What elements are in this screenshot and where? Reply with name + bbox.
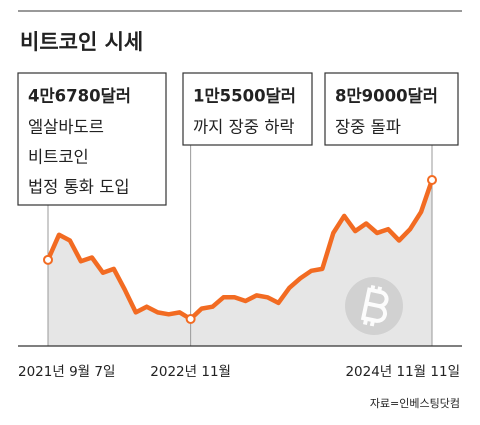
point-marker — [427, 175, 437, 185]
point-marker — [43, 254, 53, 265]
area — [48, 180, 432, 346]
annotation-box — [324, 72, 459, 146]
line — [45, 179, 435, 322]
annotation-text: 비트코인 — [28, 148, 89, 167]
annotation-text: 법정 통화 도입 — [28, 178, 130, 197]
source: 자료=인베스팅닷컴 — [370, 397, 460, 410]
bitcoin-icon — [345, 277, 403, 335]
x-tick-label: 2024년 11월 11일 — [345, 364, 460, 380]
annotation-headline: 1만5500달러 — [193, 86, 296, 106]
x-tick-label: 2022년 11월 — [150, 364, 231, 380]
x-tick-label: 2021년 9월 7일 — [18, 364, 115, 380]
annotation-text: 장중 돌파 — [335, 118, 401, 137]
plot: 2021년 9월 7일 2022년 11월 2024년 11월 11일 4만6780달… — [17, 72, 462, 380]
point-marker — [185, 314, 196, 324]
annotation-text: 엘살바도르 — [28, 118, 104, 137]
icon-b — [360, 284, 389, 327]
annotation-box — [182, 72, 313, 146]
annotation-box — [17, 72, 167, 206]
annotation-text: 까지 장중 하락 — [193, 118, 295, 137]
chart-title: 비트코인 시세 — [20, 30, 143, 54]
annotation-headline: 8만9000달러 — [335, 86, 438, 106]
annotation-headline: 4만6780달러 — [28, 86, 131, 106]
